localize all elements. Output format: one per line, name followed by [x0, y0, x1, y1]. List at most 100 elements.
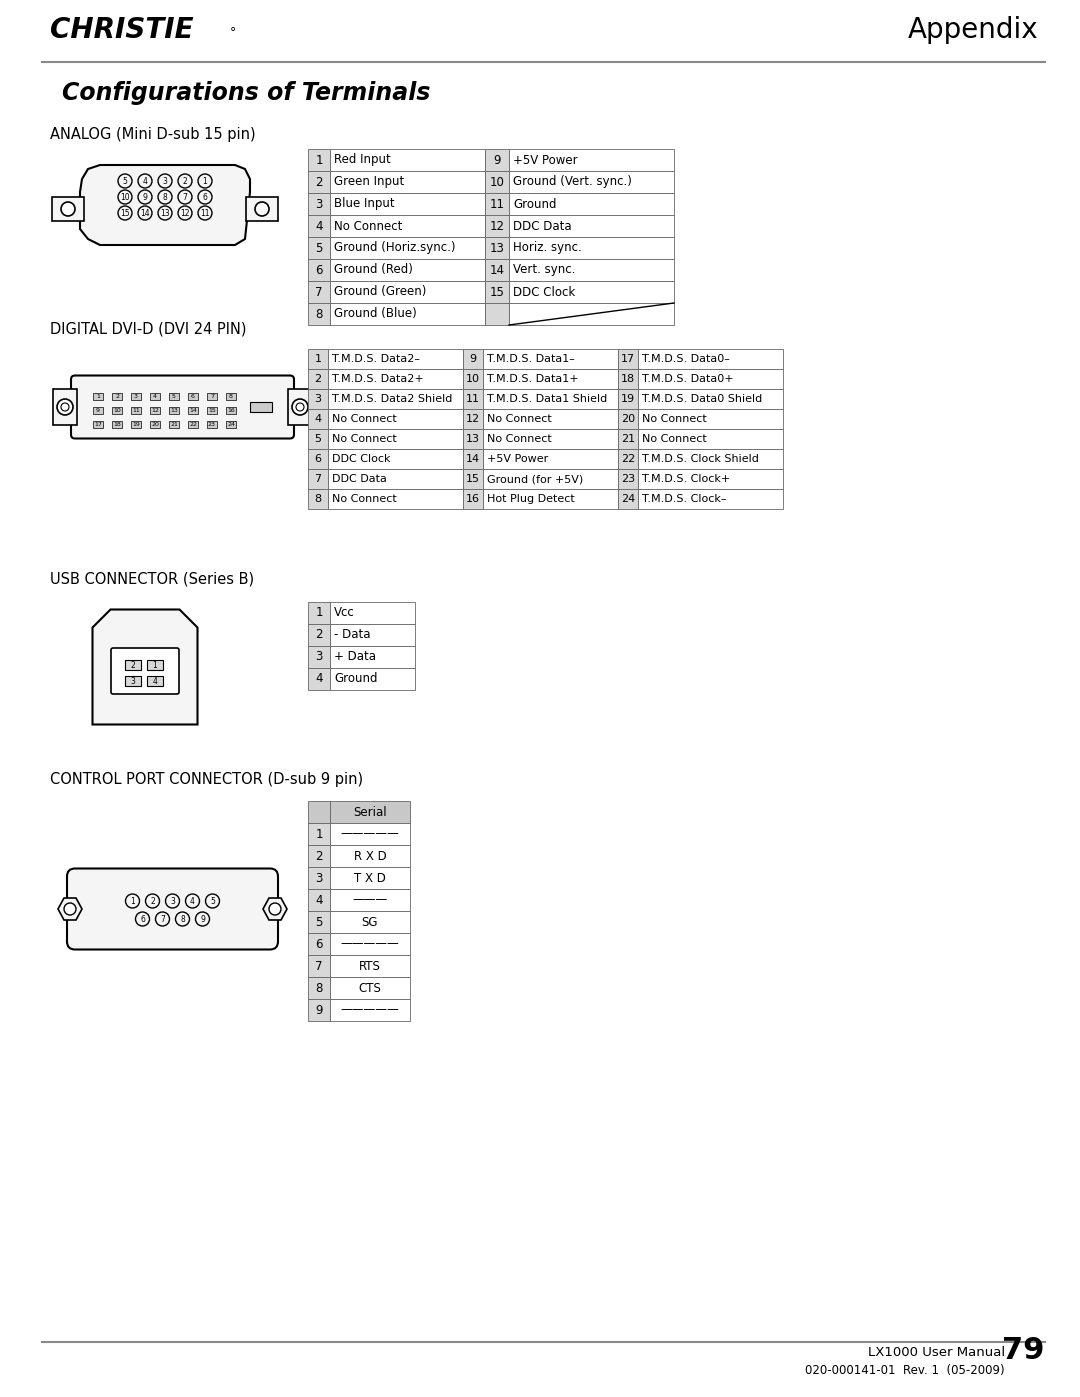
Bar	[638, 448, 783, 469]
Text: —————: —————	[340, 937, 400, 950]
Bar	[638, 349, 783, 369]
Text: 2: 2	[315, 176, 323, 189]
Text: 2: 2	[150, 897, 154, 905]
Text: Vert. sync.: Vert. sync.	[513, 264, 576, 277]
Text: 5: 5	[315, 242, 323, 254]
Text: CONTROL PORT CONNECTOR (D-sub 9 pin): CONTROL PORT CONNECTOR (D-sub 9 pin)	[50, 773, 363, 787]
Text: 2: 2	[114, 394, 119, 400]
Text: ———: ———	[352, 894, 388, 907]
Bar	[509, 193, 674, 215]
Bar	[330, 237, 485, 258]
Text: 13: 13	[170, 408, 178, 414]
Text: 1: 1	[315, 154, 323, 166]
Text: 4: 4	[153, 394, 157, 400]
Bar	[618, 369, 638, 388]
Bar	[483, 388, 618, 409]
Text: 17: 17	[621, 353, 635, 365]
Bar	[308, 258, 330, 281]
Text: —————: —————	[340, 1003, 400, 1017]
Text: 12: 12	[489, 219, 504, 232]
Text: 5: 5	[211, 897, 215, 905]
FancyBboxPatch shape	[111, 648, 179, 694]
Bar	[509, 237, 674, 258]
Text: 1: 1	[203, 176, 207, 186]
Text: 10: 10	[489, 176, 504, 189]
Circle shape	[198, 205, 212, 219]
Bar	[463, 349, 483, 369]
Circle shape	[296, 402, 303, 411]
Text: +5V Power: +5V Power	[513, 154, 578, 166]
Bar	[308, 489, 328, 509]
Bar	[150, 420, 160, 427]
FancyBboxPatch shape	[67, 869, 278, 950]
Text: Ground: Ground	[334, 672, 378, 686]
Text: DDC Clock: DDC Clock	[513, 285, 576, 299]
Circle shape	[178, 190, 192, 204]
Bar	[485, 215, 509, 237]
Text: - Data: - Data	[334, 629, 370, 641]
Text: 15: 15	[120, 208, 130, 218]
Circle shape	[175, 912, 189, 926]
Bar	[638, 469, 783, 489]
Bar	[308, 888, 330, 911]
Text: 5: 5	[315, 915, 323, 929]
Text: T.M.D.S. Clock Shield: T.M.D.S. Clock Shield	[642, 454, 759, 464]
Text: Red Input: Red Input	[334, 154, 391, 166]
Bar	[618, 409, 638, 429]
Text: 4: 4	[314, 414, 322, 425]
Text: 22: 22	[621, 454, 635, 464]
Text: 3: 3	[170, 897, 175, 905]
Text: 7: 7	[314, 474, 322, 483]
Text: 11: 11	[132, 408, 140, 414]
Text: Ground (Green): Ground (Green)	[334, 285, 427, 299]
Text: 5: 5	[314, 434, 322, 444]
Circle shape	[165, 894, 179, 908]
Bar	[53, 388, 77, 425]
Text: 11: 11	[489, 197, 504, 211]
Bar	[226, 393, 237, 400]
Bar	[618, 349, 638, 369]
Circle shape	[60, 402, 69, 411]
Bar	[308, 999, 330, 1021]
Bar	[308, 602, 330, 624]
Bar	[618, 388, 638, 409]
Bar	[463, 469, 483, 489]
Text: 11: 11	[465, 394, 480, 404]
Text: 020-000141-01  Rev. 1  (05-2009): 020-000141-01 Rev. 1 (05-2009)	[806, 1363, 1005, 1377]
Text: Serial: Serial	[353, 806, 387, 819]
Text: 1: 1	[315, 827, 323, 841]
Bar	[330, 281, 485, 303]
Bar	[330, 303, 485, 326]
Text: 4: 4	[315, 219, 323, 232]
Bar	[188, 420, 198, 427]
Bar	[328, 448, 463, 469]
Text: 10: 10	[120, 193, 130, 201]
Text: 79: 79	[1002, 1336, 1045, 1365]
Bar	[463, 369, 483, 388]
Bar	[485, 237, 509, 258]
Bar	[207, 407, 217, 414]
Bar	[330, 193, 485, 215]
Text: —————: —————	[340, 827, 400, 841]
Text: Blue Input: Blue Input	[334, 197, 394, 211]
Bar	[328, 409, 463, 429]
Bar	[328, 489, 463, 509]
Bar	[330, 933, 410, 956]
Text: 4: 4	[315, 672, 323, 686]
Bar	[330, 800, 410, 823]
Text: Vcc: Vcc	[334, 606, 354, 619]
Bar	[308, 845, 330, 868]
Circle shape	[138, 205, 152, 219]
Text: 12: 12	[151, 408, 159, 414]
Text: 14: 14	[140, 208, 150, 218]
Bar	[328, 369, 463, 388]
Bar	[638, 409, 783, 429]
Bar	[330, 977, 410, 999]
Bar	[328, 429, 463, 448]
Text: RTS: RTS	[359, 960, 381, 972]
Circle shape	[198, 190, 212, 204]
Text: 15: 15	[489, 285, 504, 299]
Bar	[246, 197, 278, 221]
Text: 4: 4	[143, 176, 148, 186]
Text: 2: 2	[131, 661, 135, 669]
